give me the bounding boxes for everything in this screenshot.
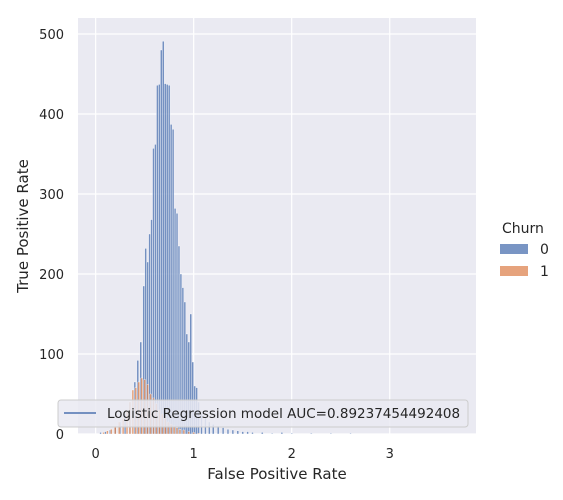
- bar-series-0: [261, 432, 264, 435]
- auc-legend: Logistic Regression model AUC=0.89237454…: [57, 399, 469, 428]
- x-tick-label: 0: [92, 447, 100, 462]
- bar-series-1: [187, 431, 190, 435]
- bar-series-0: [349, 433, 352, 435]
- bar-series-0: [290, 433, 293, 435]
- bar-series-0: [152, 148, 155, 435]
- legend-swatch-1: [500, 266, 528, 276]
- y-tick-labels: 0 100 200 300 400 500: [39, 28, 64, 443]
- bar-series-1: [192, 432, 195, 435]
- y-tick-label: 300: [39, 188, 64, 203]
- y-axis-title: True Positive Rate: [14, 159, 32, 294]
- bar-series-0: [170, 124, 173, 435]
- legend-label-1: 1: [540, 264, 549, 280]
- bar-series-0: [231, 429, 234, 435]
- bar-series-1: [175, 427, 179, 435]
- x-tick-labels: 0 1 2 3: [92, 447, 394, 462]
- bar-series-0: [158, 84, 161, 435]
- bar-series-0: [270, 433, 274, 435]
- x-tick-label: 2: [288, 447, 296, 462]
- bar-series-0: [329, 433, 333, 435]
- bar-series-0: [154, 144, 157, 435]
- bar-series-1: [110, 429, 113, 435]
- bar-series-0: [241, 431, 244, 435]
- bar-series-0: [246, 431, 249, 435]
- bar-series-1: [178, 429, 182, 435]
- grid-lines: [78, 18, 476, 435]
- auc-legend-label: Logistic Regression model AUC=0.89237454…: [107, 406, 460, 422]
- y-tick-label: 400: [39, 108, 64, 123]
- x-tick-label: 1: [190, 447, 198, 462]
- bar-series-1: [182, 429, 185, 435]
- y-tick-label: 500: [39, 28, 64, 43]
- bar-series-0: [221, 427, 225, 435]
- bar-series-0: [168, 85, 171, 435]
- bar-series-0: [251, 432, 254, 435]
- bar-series-0: [99, 432, 102, 435]
- y-tick-label: 100: [39, 348, 64, 363]
- bar-series-0: [164, 83, 167, 435]
- bar-series-0: [156, 85, 159, 435]
- legend-swatch-0: [500, 244, 528, 254]
- bar-series-1: [197, 433, 200, 435]
- legend-title: Churn: [502, 221, 544, 237]
- bar-series-0: [171, 129, 175, 435]
- bar-series-0: [236, 430, 239, 435]
- bar-series-0: [166, 84, 169, 435]
- bar-series-0: [226, 429, 230, 435]
- bar-series-0: [280, 432, 284, 435]
- bar-series-0: [310, 433, 313, 435]
- bar-series-0: [160, 49, 163, 435]
- bar-series-0: [162, 41, 165, 435]
- bar-series-1: [106, 430, 109, 435]
- legend-label-0: 0: [540, 242, 549, 258]
- y-tick-label: 200: [39, 268, 64, 283]
- churn-legend: Churn 0 1: [500, 221, 549, 280]
- bar-series-1: [102, 432, 105, 435]
- auc-legend-box: [57, 399, 469, 428]
- x-axis-title: False Positive Rate: [207, 465, 346, 483]
- bar-series-0: [104, 431, 107, 435]
- x-tick-label: 3: [386, 447, 394, 462]
- y-tick-label: 0: [56, 428, 64, 443]
